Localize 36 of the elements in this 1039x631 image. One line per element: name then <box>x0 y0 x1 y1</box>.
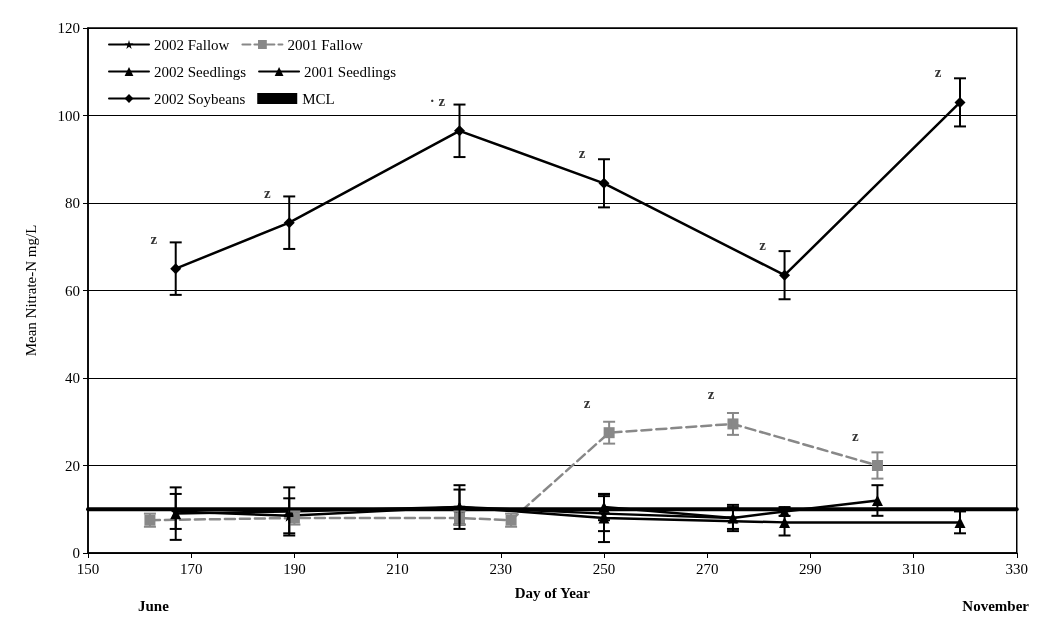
legend-label: MCL <box>302 90 335 107</box>
x-axis-title: Day of Year <box>514 584 591 601</box>
annotation: z <box>263 184 271 201</box>
x-tick-label: 290 <box>799 560 822 577</box>
legend-label: 2002 Seedlings <box>154 63 247 80</box>
legend-label: 2002 Soybeans <box>154 90 246 107</box>
x-tick-label: 210 <box>386 560 409 577</box>
y-tick-label: 40 <box>65 370 80 386</box>
legend-label: 2001 Fallow <box>287 36 363 53</box>
legend-label: 2002 Fallow <box>154 36 230 53</box>
y-tick-label: 120 <box>57 20 80 36</box>
text: June <box>138 597 170 614</box>
x-tick-label: 150 <box>76 560 100 577</box>
y-tick-label: 0 <box>72 545 80 561</box>
x-tick-label: 230 <box>489 560 513 577</box>
y-tick-label: 60 <box>65 282 80 299</box>
x-tick-label: 170 <box>179 560 203 577</box>
annotation: z <box>150 230 158 247</box>
x-tick-label: 330 <box>1005 560 1028 577</box>
annotation: z <box>707 385 715 402</box>
annotation: · z <box>429 92 446 109</box>
y-tick-label: 20 <box>65 457 80 474</box>
x-tick-label: 270 <box>695 560 719 577</box>
x-tick-label: 310 <box>902 560 925 577</box>
x-tick-label: 250 <box>592 560 616 577</box>
annotation: z <box>578 145 586 162</box>
text: November <box>962 597 1030 614</box>
annotation: z <box>852 427 860 444</box>
annotation: z <box>934 64 942 81</box>
annotation: z <box>759 237 767 254</box>
annotation: z <box>583 394 591 411</box>
x-tick-label: 190 <box>283 560 306 577</box>
legend-label: 2001 Seedlings <box>304 63 397 80</box>
y-tick-label: 80 <box>65 195 80 211</box>
y-axis-title: Mean Nitrate-N mg/L <box>22 224 39 357</box>
y-tick-label: 100 <box>57 107 80 124</box>
